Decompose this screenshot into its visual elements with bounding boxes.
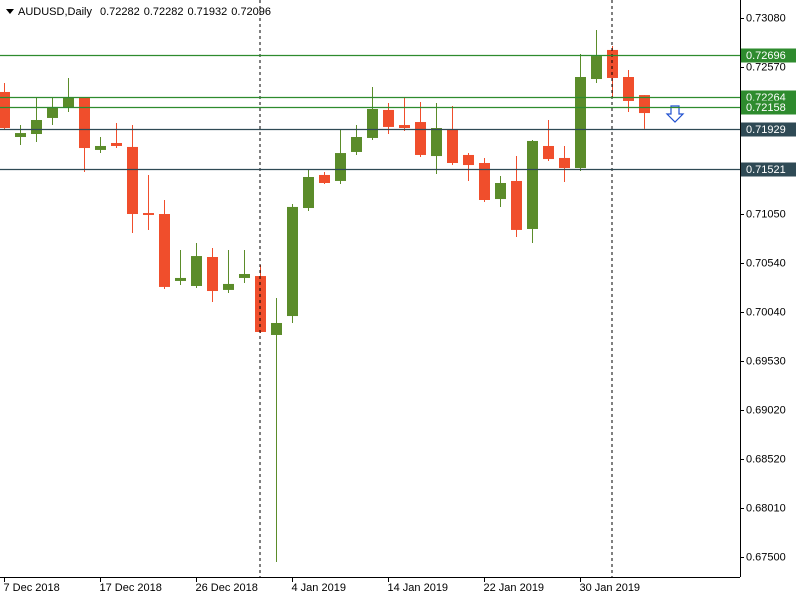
candle-body <box>15 133 26 138</box>
y-tick-label: 0.67500 <box>746 551 786 563</box>
header-value: 0.72096 <box>231 6 271 18</box>
x-tick-label: 30 Jan 2019 <box>580 582 641 594</box>
candle-body <box>639 95 650 114</box>
header-value: 0.72282 <box>100 6 140 18</box>
candle-body <box>159 214 170 287</box>
candle-body <box>255 276 266 332</box>
y-tick-label: 0.68520 <box>746 453 786 465</box>
x-tick-label: 22 Jan 2019 <box>484 582 545 594</box>
level-label-box <box>741 122 796 137</box>
candle-body <box>303 177 314 209</box>
candle-body <box>351 137 362 152</box>
x-tick-label: 7 Dec 2018 <box>4 582 60 594</box>
y-tick-label: 0.68010 <box>746 502 786 514</box>
candle-body <box>431 128 442 157</box>
y-tick-label: 0.71050 <box>746 208 786 220</box>
candle-body <box>335 153 346 181</box>
candle-body <box>207 257 218 292</box>
candle-body <box>623 77 634 101</box>
plot-area <box>0 29 650 563</box>
candle-body <box>191 256 202 286</box>
candle-body <box>399 125 410 129</box>
level-label-box <box>741 100 796 115</box>
y-tick-label: 0.73080 <box>746 12 786 24</box>
header-value: 0.72282 <box>144 6 184 18</box>
candle-body <box>143 213 154 215</box>
candle-body <box>527 140 538 229</box>
candle-body <box>79 97 90 149</box>
candle-body <box>511 180 522 230</box>
x-tick-label: 17 Dec 2018 <box>100 582 162 594</box>
candle-body <box>127 146 138 215</box>
candle-body <box>495 182 506 200</box>
candle-body <box>607 49 618 78</box>
candle-body <box>367 108 378 138</box>
candle-body <box>447 128 458 163</box>
candle-body <box>0 91 10 129</box>
candle-body <box>383 109 394 127</box>
candle-body <box>287 206 298 317</box>
level-label: 0.71521 <box>746 164 786 176</box>
candle-body <box>111 142 122 146</box>
menu-triangle <box>6 9 14 14</box>
candle-body <box>95 145 106 150</box>
x-tick-label: 4 Jan 2019 <box>292 582 346 594</box>
y-tick-label: 0.70540 <box>746 257 786 269</box>
candle-body <box>31 119 42 135</box>
chart-title: AUDUSD,Daily <box>18 6 92 18</box>
candle-body <box>479 162 490 200</box>
level-label-box <box>741 162 796 177</box>
header-value: 0.71932 <box>188 6 228 18</box>
candle-body <box>543 145 554 160</box>
candle-body <box>559 157 570 169</box>
candle-body <box>175 277 186 281</box>
candle-body <box>575 77 586 169</box>
candle-body <box>319 174 330 183</box>
level-label: 0.72158 <box>746 102 786 114</box>
candle-body <box>271 322 282 335</box>
y-tick-label: 0.69020 <box>746 404 786 416</box>
y-tick-label: 0.72570 <box>746 61 786 73</box>
x-tick-label: 14 Jan 2019 <box>388 582 449 594</box>
level-label: 0.71929 <box>746 124 786 136</box>
candle-body <box>463 154 474 166</box>
y-tick-label: 0.70040 <box>746 306 786 318</box>
candle-body <box>591 56 602 80</box>
y-tick-label: 0.69530 <box>746 355 786 367</box>
candle-body <box>415 122 426 155</box>
candle-body <box>239 274 250 278</box>
level-label: 0.72696 <box>746 50 786 62</box>
candle-body <box>63 97 74 109</box>
candle-body <box>223 283 234 290</box>
x-tick-label: 26 Dec 2018 <box>196 582 258 594</box>
candle-body <box>47 106 58 118</box>
level-label-box <box>741 48 796 63</box>
